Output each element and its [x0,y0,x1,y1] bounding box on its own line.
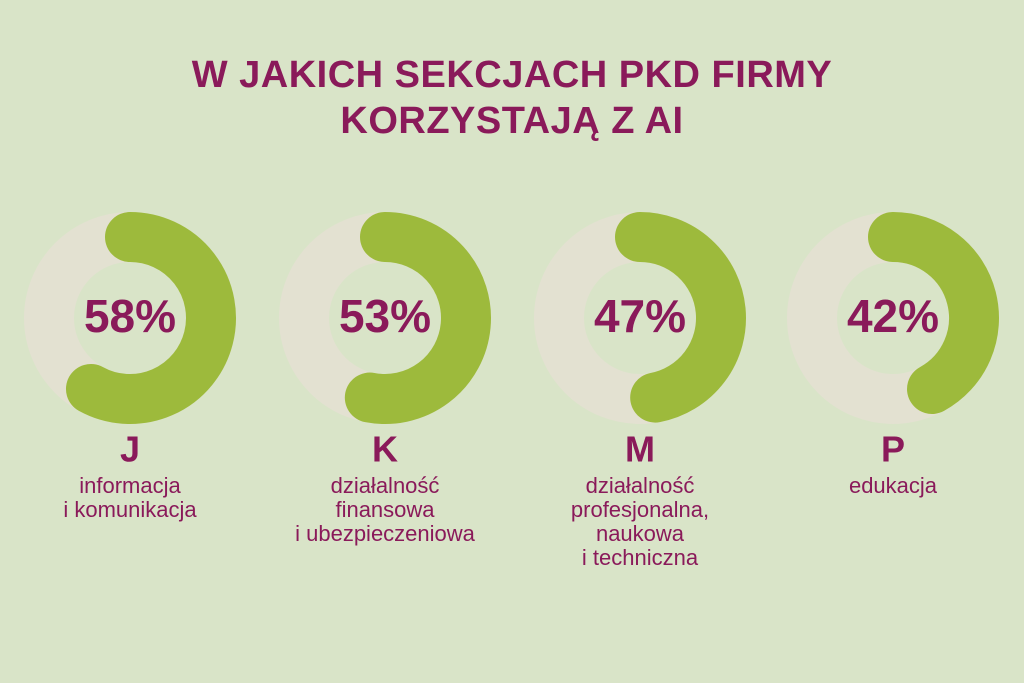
donut-arc [65,212,236,424]
category-description: finansowa [335,497,435,522]
category-label: J [120,429,140,470]
category-label: K [372,429,398,470]
category-description: działalność [586,473,695,498]
category-label: P [881,429,905,470]
category-description: naukowa [596,521,685,546]
category-description: edukacja [849,473,938,498]
category-label: M [625,429,655,470]
donut-arc [868,212,999,414]
category-description: i techniczna [582,545,699,570]
value-label: 42% [847,290,939,342]
category-description: i ubezpieczeniowa [295,521,476,546]
category-description: działalność [331,473,440,498]
value-label: 53% [339,290,431,342]
donut-arc [615,212,746,423]
donut-arc [344,212,491,424]
category-description: informacja [79,473,181,498]
value-label: 47% [594,290,686,342]
chart-title: W JAKICH SEKCJACH PKD FIRMY KORZYSTAJĄ Z… [191,54,833,142]
value-label: 58% [84,290,176,342]
category-description: profesjonalna, [571,497,709,522]
category-description: i komunikacja [63,497,197,522]
